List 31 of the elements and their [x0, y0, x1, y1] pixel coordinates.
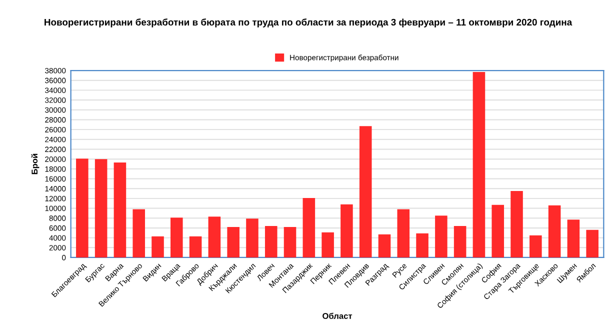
bar: [322, 232, 334, 258]
bar: [114, 162, 126, 258]
bar: [340, 204, 353, 258]
bar: [94, 159, 108, 258]
bar: [435, 216, 448, 258]
bar: [76, 158, 88, 258]
x-axis-title: Област: [322, 312, 352, 319]
bar: [586, 230, 598, 258]
bar: [472, 72, 486, 258]
bar: [492, 204, 504, 258]
bar: [359, 126, 372, 258]
bar: [530, 235, 542, 258]
y-axis-title: Брой: [31, 154, 40, 174]
bar: [170, 218, 183, 258]
bar: [132, 209, 146, 258]
bar: [548, 205, 561, 258]
bar: [227, 226, 240, 258]
bar: [208, 216, 221, 258]
bar: [416, 233, 428, 258]
bar: [567, 220, 580, 258]
chart-title: Новорегистрирани безработни в бюрата по труда по области за периода 3 февруари – 11 октомври 2020 година: [44, 18, 572, 28]
bar: [302, 198, 316, 258]
bar: [246, 218, 258, 258]
bar: [378, 234, 391, 258]
bar: [264, 226, 278, 258]
bar: [510, 191, 523, 258]
bar: [284, 226, 296, 258]
bar: [454, 226, 466, 258]
bar: [152, 236, 164, 258]
bar: [189, 236, 202, 258]
bar: [397, 209, 410, 258]
